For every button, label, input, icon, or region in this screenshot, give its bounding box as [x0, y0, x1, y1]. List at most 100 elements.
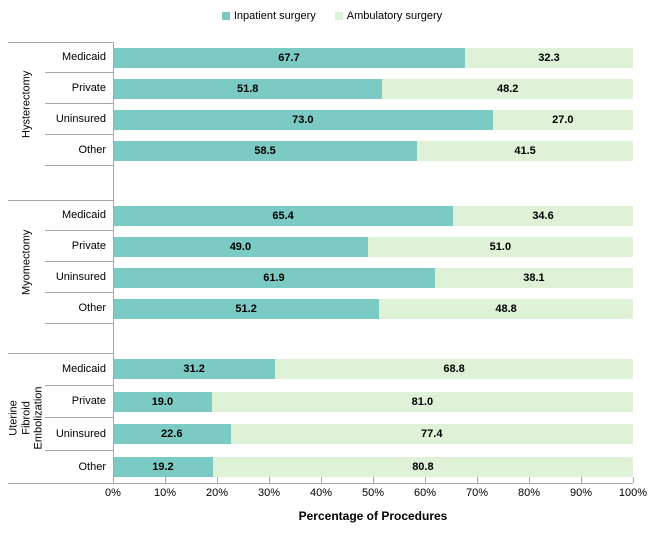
bar-row: Uninsured 61.9 38.1 [45, 262, 633, 293]
bar-segment-ambulatory: 34.6 [453, 205, 633, 226]
legend: Inpatient surgery Ambulatory surgery [0, 10, 664, 22]
x-tick-label: 40% [309, 487, 333, 499]
x-tick-label: 10% [153, 487, 177, 499]
category-label: Other [45, 293, 113, 324]
x-tick-label: 20% [205, 487, 229, 499]
category-label: Uninsured [45, 262, 113, 293]
legend-item-inpatient: Inpatient surgery [221, 10, 316, 22]
bar-segment-inpatient: 51.2 [113, 298, 380, 319]
stacked-bar: 51.2 48.8 [113, 298, 633, 319]
group-rows: Medicaid 65.4 34.6 Private 49.0 51.0 [45, 200, 633, 324]
stacked-bar: 19.0 81.0 [113, 391, 633, 412]
bar-segment-inpatient: 73.0 [113, 109, 493, 130]
legend-label-inpatient: Inpatient surgery [233, 10, 316, 22]
group-label-uterine-fibroid-embolization: Uterine Fibroid Embolization [8, 353, 45, 483]
group-label-myomectomy: Myomectomy [8, 200, 45, 324]
legend-item-ambulatory: Ambulatory surgery [334, 10, 443, 22]
x-tick-label: 90% [569, 487, 593, 499]
x-tick-label: 100% [618, 487, 648, 499]
group-rows: Medicaid 31.2 68.8 Private 19.0 81.0 [45, 353, 633, 483]
bar-cell: 67.7 32.3 [113, 42, 633, 73]
x-tick [633, 477, 634, 483]
group-section-hysterectomy: Hysterectomy Medicaid 67.7 32.3 Private … [8, 42, 633, 200]
x-tick-label: 80% [517, 487, 541, 499]
category-label: Uninsured [45, 104, 113, 135]
category-label: Other [78, 460, 106, 473]
category-label: Medicaid [45, 200, 113, 231]
bar-row: Other 58.5 41.5 [45, 135, 633, 166]
bar-cell: 51.2 48.8 [113, 293, 633, 324]
group-boundary-line [8, 200, 113, 201]
x-tick-label: 30% [257, 487, 281, 499]
bar-segment-inpatient: 65.4 [113, 205, 454, 226]
x-tick [321, 477, 322, 483]
bar-segment-ambulatory: 77.4 [230, 424, 633, 445]
bar-cell: 19.2 80.8 [113, 451, 633, 484]
bar-segment-inpatient: 49.0 [113, 236, 368, 257]
bar-cell: 22.6 77.4 [113, 418, 633, 451]
x-tick [113, 477, 114, 483]
bar-segment-inpatient: 58.5 [113, 140, 418, 161]
x-axis-ticks [113, 477, 634, 483]
category-label: Other [45, 135, 113, 166]
category-label: Medicaid [45, 353, 113, 386]
group-label-text: Hysterectomy [20, 70, 33, 138]
stacked-bar: 19.2 80.8 [113, 456, 633, 477]
bar-cell: 31.2 68.8 [113, 353, 633, 386]
bar-row: Medicaid 67.7 32.3 [45, 42, 633, 73]
bar-cell: 58.5 41.5 [113, 135, 633, 166]
bar-segment-ambulatory: 68.8 [275, 359, 633, 380]
bar-segment-inpatient: 22.6 [113, 424, 231, 445]
stacked-bar: 22.6 77.4 [113, 424, 633, 445]
bar-cell: 51.8 48.2 [113, 73, 633, 104]
x-tick [477, 477, 478, 483]
group-section-uterine-fibroid-embolization: Uterine Fibroid Embolization Medicaid 31… [8, 353, 633, 483]
x-tick [581, 477, 582, 483]
bar-segment-ambulatory: 32.3 [465, 47, 633, 68]
category-label: Private [45, 386, 113, 418]
bar-segment-inpatient: 51.8 [113, 78, 383, 99]
stacked-bar: 61.9 38.1 [113, 267, 633, 288]
legend-label-ambulatory: Ambulatory surgery [346, 10, 443, 22]
group-label-text: Myomectomy [20, 229, 33, 295]
bar-row: Private 51.8 48.2 [45, 73, 633, 104]
y-axis-line [113, 42, 114, 483]
group-rows: Medicaid 67.7 32.3 Private 51.8 48.2 [45, 42, 633, 166]
category-label: Medicaid [45, 42, 113, 73]
stacked-bar: 65.4 34.6 [113, 205, 633, 226]
stacked-bar: 49.0 51.0 [113, 236, 633, 257]
stacked-bar: 58.5 41.5 [113, 140, 633, 161]
x-tick-label: 50% [361, 487, 385, 499]
group-boundary-line [8, 42, 113, 43]
bar-row: Private 19.0 81.0 [45, 386, 633, 419]
bar-segment-inpatient: 31.2 [113, 359, 276, 380]
category-label: Private [45, 73, 113, 104]
x-tick [165, 477, 166, 483]
bar-segment-inpatient: 19.0 [113, 391, 212, 412]
bar-segment-ambulatory: 41.5 [417, 140, 633, 161]
legend-swatch-inpatient-icon [221, 12, 230, 20]
stacked-bar: 73.0 27.0 [113, 109, 633, 130]
bar-cell: 19.0 81.0 [113, 386, 633, 419]
bar-segment-inpatient: 61.9 [113, 267, 435, 288]
bar-segment-ambulatory: 48.2 [382, 78, 633, 99]
x-tick-label: 70% [465, 487, 489, 499]
stacked-bar: 31.2 68.8 [113, 359, 633, 380]
legend-swatch-ambulatory-icon [334, 12, 343, 20]
bar-segment-ambulatory: 81.0 [211, 391, 633, 412]
x-tick [529, 477, 530, 483]
x-tick [373, 477, 374, 483]
stacked-bar: 51.8 48.2 [113, 78, 633, 99]
bar-row: Private 49.0 51.0 [45, 231, 633, 262]
bar-segment-ambulatory: 38.1 [434, 267, 633, 288]
bar-row: Medicaid 65.4 34.6 [45, 200, 633, 231]
x-tick [425, 477, 426, 483]
x-tick-label: 0% [105, 487, 121, 499]
x-axis-line [8, 483, 633, 484]
category-label: Uninsured [45, 418, 113, 451]
bar-segment-ambulatory: 80.8 [212, 456, 633, 477]
bar-segment-ambulatory: 27.0 [492, 109, 633, 130]
bar-row: Uninsured 73.0 27.0 [45, 104, 633, 135]
bar-cell: 73.0 27.0 [113, 104, 633, 135]
